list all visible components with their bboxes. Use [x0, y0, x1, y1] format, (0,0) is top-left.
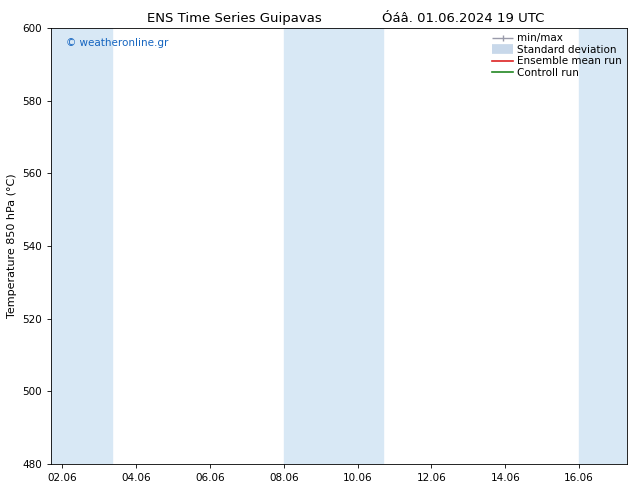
Text: ENS Time Series Guipavas: ENS Time Series Guipavas [147, 12, 322, 25]
Bar [579, 28, 627, 464]
Text: Óáâ. 01.06.2024 19 UTC: Óáâ. 01.06.2024 19 UTC [382, 12, 544, 25]
Text: © weatheronline.gr: © weatheronline.gr [66, 38, 168, 48]
Legend: min/max, Standard deviation, Ensemble mean run, Controll run: min/max, Standard deviation, Ensemble me… [490, 31, 624, 80]
Y-axis label: Temperature 850 hPa (°C): Temperature 850 hPa (°C) [7, 174, 17, 318]
Bar [284, 28, 384, 464]
Bar [51, 28, 112, 464]
